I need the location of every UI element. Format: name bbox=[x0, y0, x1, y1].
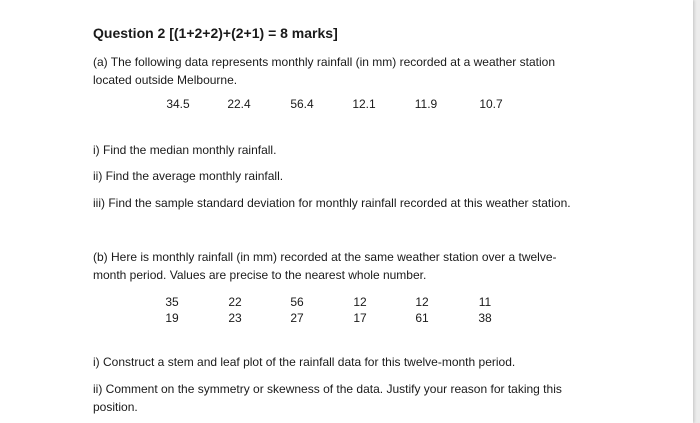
part-b-value: 17 bbox=[353, 311, 367, 325]
part-a-intro-line-1: (a) The following data represents monthl… bbox=[93, 55, 555, 69]
part-a-intro-line-2: located outside Melbourne. bbox=[93, 73, 238, 87]
part-b-value: 56 bbox=[290, 295, 304, 309]
part-a-value: 22.4 bbox=[227, 97, 251, 111]
part-b-intro-line-2: month period. Values are precise to the … bbox=[93, 268, 427, 282]
part-b-value: 61 bbox=[415, 311, 429, 325]
part-b-question-i: i) Construct a stem and leaf plot of the… bbox=[93, 355, 516, 369]
part-b-value: 23 bbox=[228, 311, 242, 325]
part-b-value: 22 bbox=[228, 295, 242, 309]
part-a-value: 10.7 bbox=[479, 97, 503, 111]
part-b-value: 27 bbox=[290, 311, 304, 325]
part-b-value: 11 bbox=[478, 295, 492, 309]
part-a-data-values: 34.5 22.4 56.4 12.1 11.9 10.7 bbox=[0, 97, 693, 113]
part-b-value: 38 bbox=[478, 311, 492, 325]
part-b-intro-line-1: (b) Here is monthly rainfall (in mm) rec… bbox=[93, 250, 557, 264]
part-b-data-row-1: 35 22 56 12 12 11 bbox=[0, 294, 693, 310]
part-b-value: 12 bbox=[415, 295, 429, 309]
part-b-data-row-2: 19 23 27 17 61 38 bbox=[0, 310, 693, 326]
part-b-value: 12 bbox=[353, 295, 367, 309]
part-b-value: 19 bbox=[165, 311, 179, 325]
part-a-question-iii: iii) Find the sample standard deviation … bbox=[93, 196, 571, 210]
part-b-question-ii-line-1: ii) Comment on the symmetry or skewness … bbox=[93, 382, 562, 396]
part-a-value: 12.1 bbox=[352, 97, 376, 111]
part-b-value: 35 bbox=[165, 295, 179, 309]
question-title: Question 2 [(1+2+2)+(2+1) = 8 marks] bbox=[93, 25, 338, 41]
part-a-question-ii: ii) Find the average monthly rainfall. bbox=[93, 169, 284, 183]
part-b-question-ii-line-2: position. bbox=[93, 400, 138, 414]
part-a-value: 56.4 bbox=[290, 97, 314, 111]
part-a-value: 11.9 bbox=[414, 97, 438, 111]
part-a-value: 34.5 bbox=[166, 97, 190, 111]
part-a-question-i: i) Find the median monthly rainfall. bbox=[93, 143, 277, 157]
